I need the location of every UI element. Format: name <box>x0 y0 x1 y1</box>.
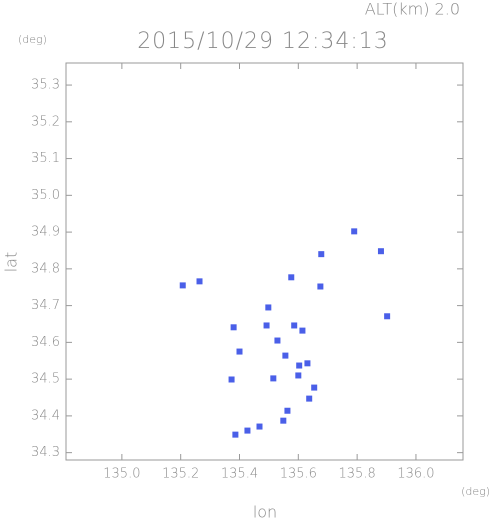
echo-point <box>196 278 203 285</box>
echo-point <box>299 327 306 334</box>
x-tick-label: 135.6 <box>280 467 317 482</box>
echo-point <box>280 417 287 424</box>
echo-point <box>384 313 391 320</box>
y-unit: (deg) <box>18 33 47 46</box>
echo-point <box>230 324 237 331</box>
echo-point <box>282 352 289 359</box>
echo-point <box>274 337 281 344</box>
echo-point <box>317 283 324 290</box>
echo-point <box>288 274 295 281</box>
echo-point <box>377 248 384 255</box>
y-tick-label: 34.3 <box>31 445 60 460</box>
y-tick-label: 34.5 <box>31 372 60 387</box>
echo-point <box>311 384 318 391</box>
y-tick-label: 35.1 <box>31 151 60 166</box>
echo-point <box>256 423 263 430</box>
plot-frame <box>65 62 464 461</box>
altitude-label: ALT(km) 2.0 <box>365 0 460 19</box>
y-tick-label: 34.6 <box>31 335 60 350</box>
echo-point <box>265 304 272 311</box>
y-tick-label: 35.3 <box>31 78 60 93</box>
x-axis-label: lon <box>253 503 277 521</box>
echo-point <box>296 362 303 369</box>
echo-point <box>304 360 311 367</box>
chart-title: 2015/10/29 12:34:13 <box>137 29 389 54</box>
y-axis-label: lat <box>2 252 21 273</box>
echo-point <box>284 407 291 414</box>
x-tick-label: 135.2 <box>162 467 199 482</box>
echo-point <box>228 376 235 383</box>
x-tick-label: 135.0 <box>103 467 140 482</box>
echo-point <box>291 322 298 329</box>
echo-point <box>263 322 270 329</box>
echo-point <box>318 251 325 258</box>
echo-point <box>306 395 313 402</box>
echo-point <box>244 427 251 434</box>
y-tick-label: 35.0 <box>31 188 60 203</box>
echo-point <box>179 282 186 289</box>
y-tick-label: 34.8 <box>31 261 60 276</box>
echo-point <box>270 375 277 382</box>
x-tick-label: 136.0 <box>397 467 434 482</box>
y-tick-label: 35.2 <box>31 114 60 129</box>
x-tick-label: 135.8 <box>339 467 376 482</box>
echo-point <box>351 228 358 235</box>
x-tick-label: 135.4 <box>221 467 258 482</box>
y-tick-label: 34.4 <box>31 408 60 423</box>
y-tick-label: 34.7 <box>31 298 60 313</box>
echo-point <box>236 348 243 355</box>
x-unit: (deg) <box>461 485 490 498</box>
echo-point <box>232 431 239 438</box>
y-tick-label: 34.9 <box>31 225 60 240</box>
echo-point <box>295 372 302 379</box>
